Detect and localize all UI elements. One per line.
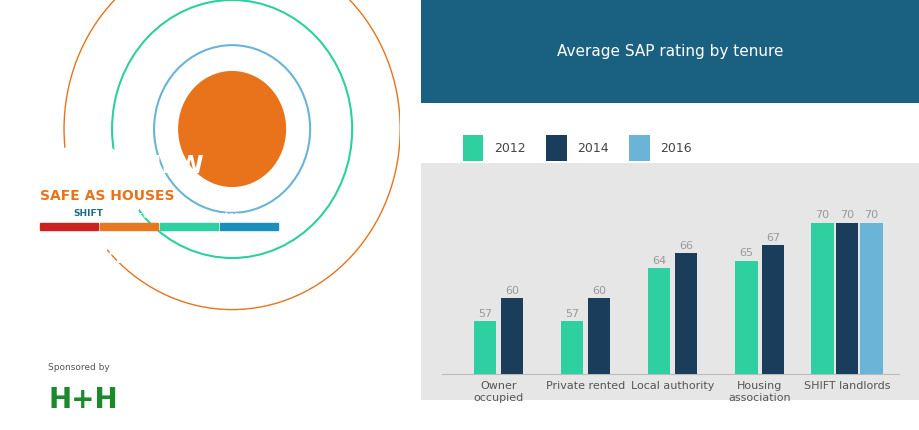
- Text: 57: 57: [477, 309, 492, 319]
- Bar: [40, 223, 98, 230]
- Text: Sustainability of the social housing sector: Sustainability of the social housing sec…: [40, 212, 238, 220]
- Bar: [811, 223, 833, 430]
- Bar: [629, 135, 649, 161]
- Bar: [834, 223, 857, 430]
- Text: SAFE AS HOUSES: SAFE AS HOUSES: [40, 189, 175, 203]
- Text: 66: 66: [678, 241, 692, 251]
- Bar: [561, 321, 583, 430]
- Text: 70: 70: [863, 210, 878, 221]
- Text: 2012: 2012: [494, 142, 525, 155]
- Text: Sponsored by: Sponsored by: [48, 363, 109, 372]
- Bar: [421, 163, 919, 400]
- Text: 57: 57: [564, 309, 579, 319]
- Text: THE REVIEW: THE REVIEW: [40, 154, 203, 178]
- Text: 67: 67: [766, 233, 779, 243]
- Text: 64: 64: [652, 256, 665, 266]
- Bar: [160, 223, 218, 230]
- Bar: [859, 223, 881, 430]
- Circle shape: [36, 142, 140, 254]
- Text: 2014: 2014: [576, 142, 607, 155]
- Text: 65: 65: [739, 248, 753, 258]
- Text: H+H: H+H: [48, 386, 118, 414]
- Text: 70: 70: [839, 210, 853, 221]
- Bar: [675, 253, 697, 430]
- Bar: [220, 223, 278, 230]
- Bar: [100, 223, 158, 230]
- Text: 2016: 2016: [660, 142, 691, 155]
- Bar: [473, 321, 495, 430]
- Text: SHIFT: SHIFT: [73, 209, 103, 218]
- Ellipse shape: [0, 312, 279, 430]
- Bar: [587, 298, 609, 430]
- Bar: [545, 135, 566, 161]
- Bar: [421, 0, 919, 103]
- Bar: [761, 246, 784, 430]
- Bar: [500, 298, 523, 430]
- Bar: [734, 261, 756, 430]
- Circle shape: [178, 71, 286, 187]
- Text: 2016/17: 2016/17: [40, 244, 147, 268]
- Bar: [462, 135, 482, 161]
- Text: 60: 60: [505, 286, 518, 296]
- Text: 60: 60: [591, 286, 606, 296]
- Text: 70: 70: [814, 210, 829, 221]
- Bar: [647, 268, 670, 430]
- Text: Average SAP rating by tenure: Average SAP rating by tenure: [557, 44, 783, 59]
